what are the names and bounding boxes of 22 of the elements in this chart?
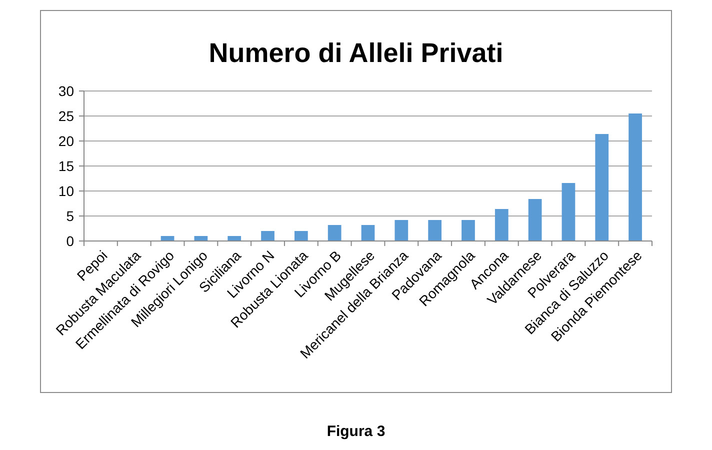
bar <box>261 231 274 241</box>
text: Figura 3 <box>326 423 386 440</box>
bar <box>228 236 242 241</box>
bar <box>628 114 642 241</box>
bar <box>294 231 308 241</box>
bar <box>528 199 542 241</box>
y-tick-label: 15 <box>58 158 74 174</box>
bar <box>361 225 375 241</box>
y-tick-label: 20 <box>58 132 74 149</box>
bar <box>328 225 342 241</box>
bar <box>562 183 576 241</box>
bar <box>494 209 508 241</box>
bar <box>394 220 408 241</box>
y-tick-label: 10 <box>58 182 74 199</box>
y-tick-label: 30 <box>58 82 74 99</box>
bar <box>428 220 442 241</box>
bar <box>595 134 609 241</box>
chart-title: Numero di Alleli Privati <box>208 38 504 68</box>
bar <box>462 220 475 241</box>
y-tick-label: 0 <box>66 232 74 249</box>
y-tick-label: 5 <box>66 208 74 224</box>
y-tick-label: 25 <box>58 108 74 124</box>
